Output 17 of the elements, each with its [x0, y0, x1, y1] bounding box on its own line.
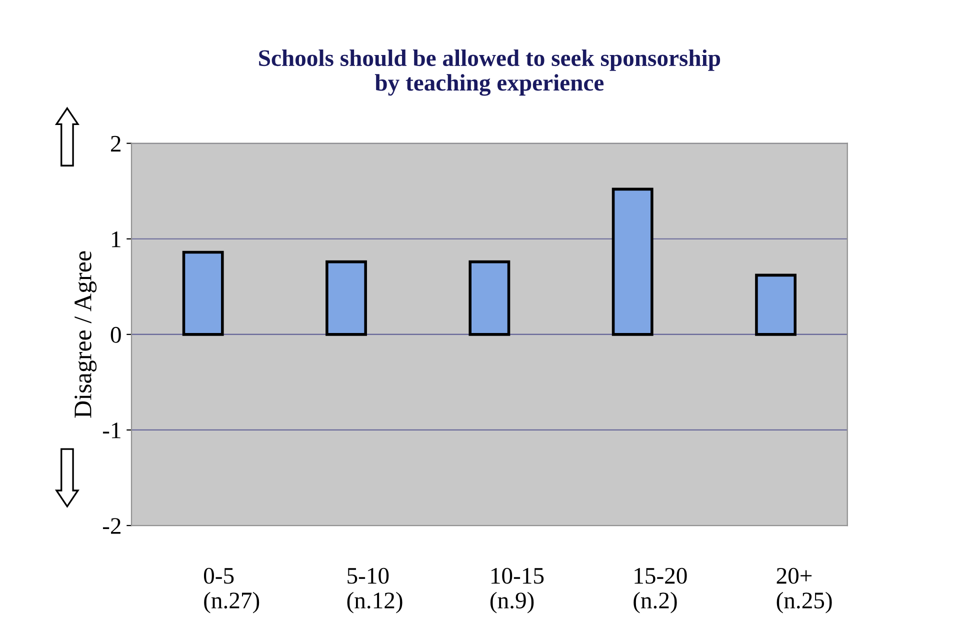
bar: [326, 260, 367, 336]
chart-title: Schools should be allowed to seek sponsorship by teaching experience: [259, 49, 720, 96]
bar: [182, 250, 224, 336]
x-tick-label: 5-10 (n.12): [347, 568, 402, 614]
bar: [468, 260, 510, 336]
y-tick-label: 0: [110, 326, 121, 343]
x-tick-label: 15-20 (n.2): [634, 568, 687, 614]
x-tick-label: 10-15 (n.9): [490, 568, 544, 614]
y-axis-title: Disagree / Agree: [74, 251, 97, 418]
y-tick-label: 2: [111, 136, 120, 152]
y-tick-label: 1: [112, 231, 120, 248]
y-tick-label: -2: [102, 518, 120, 534]
y-tick-label: -1: [102, 422, 120, 438]
x-tick-label: 0-5 (n.27): [204, 568, 260, 614]
bar: [755, 274, 797, 336]
bar: [612, 188, 654, 336]
x-tick-label: 20+ (n.25): [776, 568, 832, 614]
